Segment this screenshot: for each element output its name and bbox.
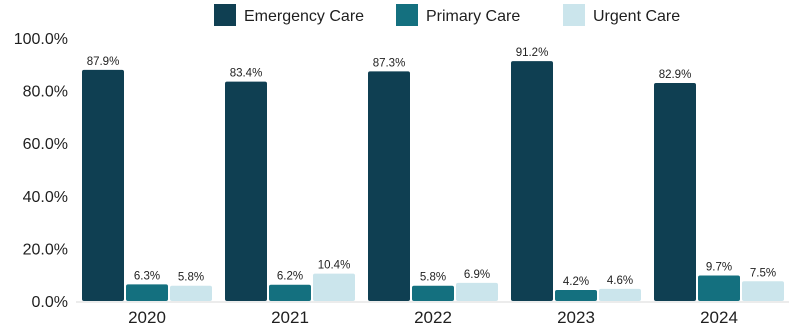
y-axis: 0.0% 20.0% 40.0% 60.0% 80.0% 100.0% bbox=[14, 31, 68, 311]
value-label: 82.9% bbox=[659, 69, 692, 81]
x-axis: 2020 2021 2022 2023 2024 bbox=[76, 301, 789, 327]
value-label: 6.2% bbox=[277, 271, 303, 283]
value-label: 91.2% bbox=[516, 47, 549, 59]
y-tick-label: 0.0% bbox=[32, 294, 68, 311]
value-labels: 87.9% 6.3% 5.8% 83.4% 6.2% 10.4% 87.3% 5.8% 6.9%… bbox=[87, 47, 776, 288]
value-label: 9.7% bbox=[706, 261, 732, 273]
value-label: 87.3% bbox=[373, 57, 406, 69]
bar-2021-3 bbox=[313, 273, 355, 301]
bar-2023-2 bbox=[555, 289, 597, 301]
x-tick-label: 2020 bbox=[128, 308, 166, 327]
bar-2022-2 bbox=[412, 285, 454, 301]
y-tick-label: 60.0% bbox=[23, 136, 68, 153]
bar-2021-2 bbox=[269, 284, 311, 301]
value-label: 4.6% bbox=[607, 275, 633, 287]
value-label: 5.8% bbox=[420, 272, 446, 284]
value-label: 10.4% bbox=[318, 260, 351, 272]
x-tick-label: 2023 bbox=[557, 308, 595, 327]
bar-2020-2 bbox=[126, 284, 168, 301]
legend-label-1: Emergency Care bbox=[244, 8, 364, 25]
y-tick-label: 20.0% bbox=[23, 241, 68, 258]
legend-label-3: Urgent Care bbox=[593, 8, 680, 25]
y-tick-label: 40.0% bbox=[23, 189, 68, 206]
value-label: 5.8% bbox=[178, 272, 204, 284]
legend-swatch-3 bbox=[563, 4, 585, 26]
value-label: 83.4% bbox=[230, 68, 263, 80]
x-tick-label: 2024 bbox=[700, 308, 738, 327]
y-tick-label: 80.0% bbox=[23, 84, 68, 101]
bar-2021-1 bbox=[225, 81, 267, 302]
bars bbox=[82, 61, 784, 302]
value-label: 6.9% bbox=[464, 269, 490, 281]
bar-2022-3 bbox=[456, 282, 498, 301]
bar-2020-3 bbox=[170, 285, 212, 301]
value-label: 7.5% bbox=[750, 267, 776, 279]
value-label: 6.3% bbox=[134, 270, 160, 282]
bar-2024-2 bbox=[698, 275, 740, 301]
bar-2020-1 bbox=[82, 69, 124, 301]
bar-2023-1 bbox=[511, 61, 553, 302]
x-tick-label: 2021 bbox=[271, 308, 309, 327]
value-label: 4.2% bbox=[563, 276, 589, 288]
legend-label-2: Primary Care bbox=[426, 8, 520, 25]
value-label: 87.9% bbox=[87, 56, 120, 68]
legend: Emergency Care Primary Care Urgent Care bbox=[214, 4, 680, 26]
bar-2024-3 bbox=[742, 281, 784, 301]
y-tick-label: 100.0% bbox=[14, 31, 68, 48]
bar-2023-3 bbox=[599, 288, 641, 301]
x-tick-label: 2022 bbox=[414, 308, 452, 327]
legend-swatch-2 bbox=[396, 4, 418, 26]
legend-swatch-1 bbox=[214, 4, 236, 26]
bar-2024-1 bbox=[654, 82, 696, 302]
bar-2022-1 bbox=[368, 71, 410, 301]
